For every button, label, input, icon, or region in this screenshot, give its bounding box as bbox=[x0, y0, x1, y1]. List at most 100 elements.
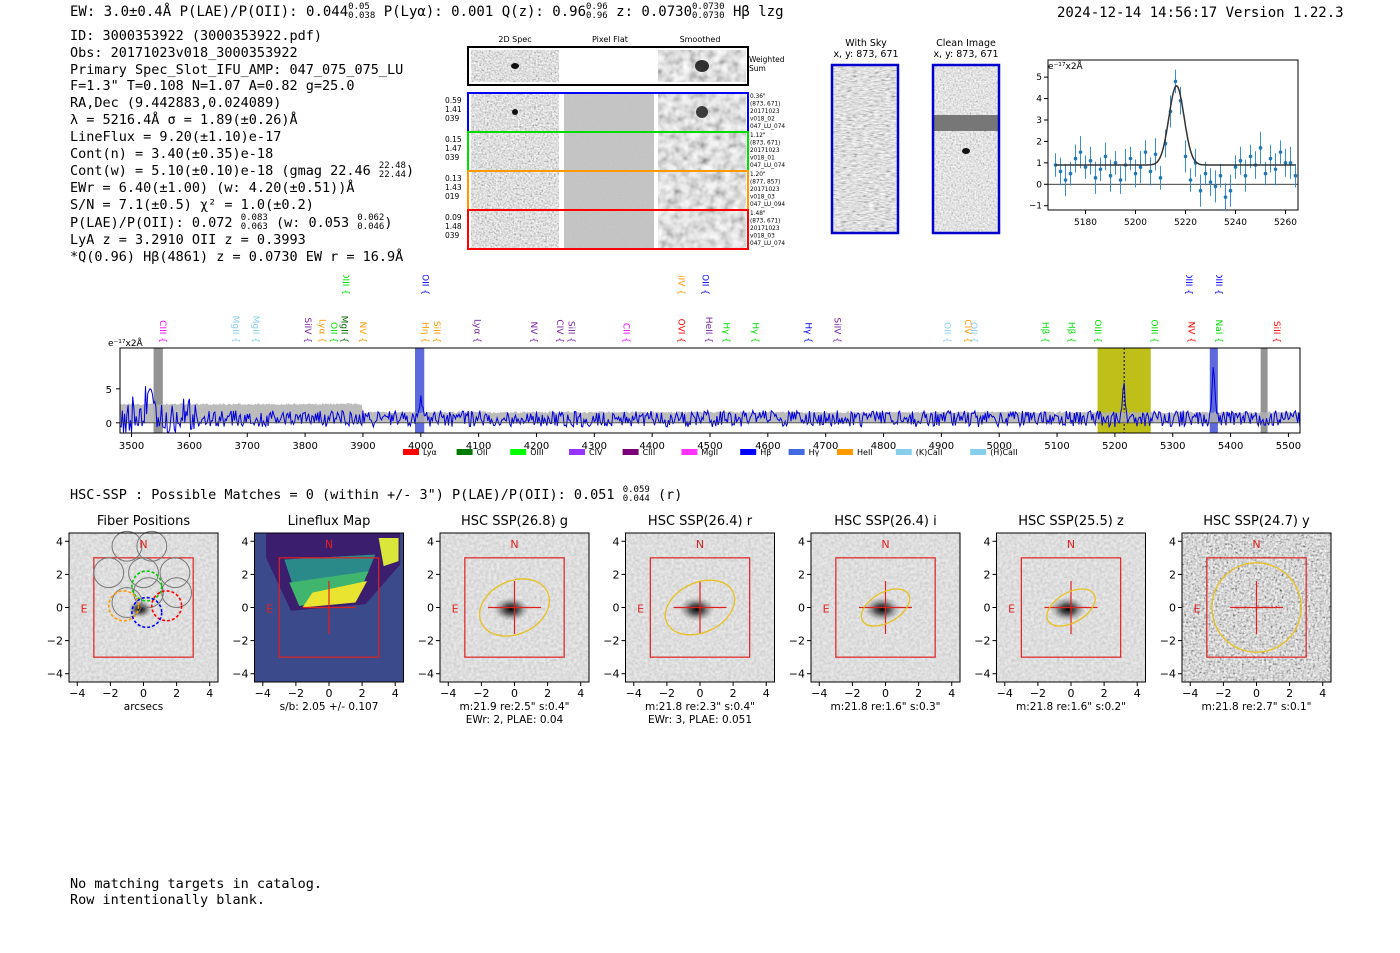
cutout-row-left-label: 039 bbox=[445, 153, 460, 162]
spec-xtick-label: 4100 bbox=[466, 441, 491, 452]
hsc-xtick-label: 2 bbox=[173, 687, 180, 700]
hsc-panel: HSC SSP(26.4) r N E −4 −4 −2 −2 0 0 2 2 4 4 m:21.8 re… bbox=[603, 514, 775, 726]
info-sn: S/N = 7.1(±0.5) χ² = 1.0(±0.2) bbox=[70, 197, 314, 214]
legend-swatch bbox=[569, 449, 585, 455]
cutout-row-left-label: 0.13 bbox=[445, 174, 462, 183]
source-blob bbox=[493, 597, 530, 622]
fit-data-point bbox=[1118, 178, 1123, 182]
fit-data-point bbox=[1133, 171, 1138, 176]
cutout-row-left-label: 039 bbox=[445, 231, 460, 240]
line-marker-label: NaI { bbox=[1213, 320, 1223, 344]
spec-xtick-label: 5400 bbox=[1218, 441, 1243, 452]
hsc-panel: Fiber Positions N E −4 −4 −2 −2 0 0 2 2 4 4 arcsecs bbox=[47, 514, 219, 713]
legend-swatch bbox=[681, 449, 698, 455]
legend-item: HeII bbox=[837, 448, 873, 457]
hsc-xtick-label: −2 bbox=[102, 687, 118, 700]
hsc-xtick-label: −2 bbox=[1215, 687, 1231, 700]
info-contn: Cont(n) = 3.40(±0.35)e-18 bbox=[70, 145, 274, 162]
line-marker-label: OII { bbox=[700, 275, 710, 295]
info-fparams: F=1.3" T=0.108 N=1.07 A=0.82 g=25.0 bbox=[70, 78, 355, 95]
line-marker-label: CIII { bbox=[157, 320, 167, 343]
hsc-panel-title: HSC SSP(26.4) r bbox=[648, 514, 753, 529]
fiber-circle bbox=[111, 587, 143, 618]
hsc-ytick-label: 4 bbox=[984, 535, 991, 548]
fit-data-point bbox=[1218, 173, 1223, 178]
hsc-ytick-label: −4 bbox=[974, 668, 990, 681]
hsc-ytick-label: 4 bbox=[56, 535, 63, 548]
legend-label: OIII bbox=[530, 448, 543, 457]
source-ellipse bbox=[860, 588, 911, 627]
fiber-circle bbox=[128, 557, 159, 589]
spec-xtick-label: 3700 bbox=[235, 441, 260, 452]
clean-image bbox=[931, 63, 1001, 235]
line-marker-label: Hγ { bbox=[803, 322, 813, 343]
z-bounds: 0.0730 0.0730 bbox=[692, 2, 725, 21]
north-label: N bbox=[881, 538, 889, 551]
line-marker-label: OIII { bbox=[340, 275, 350, 295]
fit-data-point bbox=[1153, 152, 1158, 157]
line-marker-label: CIV { bbox=[962, 319, 972, 343]
source-blob bbox=[864, 597, 901, 622]
spec-xtick-label: 4000 bbox=[408, 441, 433, 452]
lineflux-region bbox=[302, 581, 368, 608]
legend-label: (K)CaII bbox=[916, 448, 943, 457]
north-label: N bbox=[510, 538, 518, 551]
hsc-xtick-label: 2 bbox=[730, 687, 737, 700]
fit-data-point bbox=[1273, 167, 1278, 172]
fit-data-point bbox=[1083, 165, 1088, 169]
hsc-xtick-label: 2 bbox=[1286, 687, 1293, 700]
spec-xtick-label: 5200 bbox=[1102, 441, 1127, 452]
line-marker-label: OII { bbox=[420, 275, 430, 295]
fit-data-point bbox=[1293, 173, 1298, 178]
fit-data-point bbox=[1278, 150, 1283, 154]
cutout-row-right-label: v018_03 bbox=[750, 234, 775, 240]
legend-label: (H)CaII bbox=[990, 448, 1017, 457]
cutout-row-left-label: 0.09 bbox=[445, 213, 462, 222]
legend-label: Hγ bbox=[809, 448, 820, 457]
cutout-row-left-label: 0.59 bbox=[445, 96, 462, 105]
classification-tag: lzg bbox=[758, 4, 784, 20]
fit-ytick-label: 5 bbox=[1036, 73, 1042, 83]
hsc-xtick-label: 0 bbox=[882, 687, 889, 700]
hsc-xtick-label: 4 bbox=[763, 687, 770, 700]
source-blob bbox=[1049, 597, 1086, 622]
hsc-xtick-label: 0 bbox=[326, 687, 333, 700]
hsc-xtick-label: 4 bbox=[1319, 687, 1326, 700]
spec-xtick-label: 3600 bbox=[177, 441, 202, 452]
hsc-xtick-label: −2 bbox=[473, 687, 489, 700]
fiber-circle bbox=[111, 530, 143, 562]
clean-image-header: Clean Image x, y: 873, 671 bbox=[926, 38, 1006, 60]
hsc-xtick-label: 0 bbox=[1253, 687, 1260, 700]
east-label: E bbox=[1008, 602, 1015, 615]
fit-data-point bbox=[1138, 165, 1143, 169]
spec-xtick-label: 3900 bbox=[350, 441, 375, 452]
hsc-ytick-label: −4 bbox=[789, 668, 805, 681]
qz-bounds: 0.96 0.96 bbox=[586, 2, 608, 21]
hsc-xtick-label: −2 bbox=[1030, 687, 1046, 700]
cutout-row-right-label: 20171023 bbox=[750, 109, 780, 115]
info-ewr: EWr = 6.40(±1.00) (w: 4.20(±0.51))Å bbox=[70, 180, 355, 197]
svg-text:Sum: Sum bbox=[749, 64, 766, 73]
hsc-ytick-label: −2 bbox=[418, 635, 434, 648]
hsc-ytick-label: 0 bbox=[56, 602, 63, 615]
highlight-region bbox=[415, 348, 425, 433]
north-label: N bbox=[139, 538, 147, 551]
hsc-panel-title: HSC SSP(24.7) y bbox=[1203, 514, 1310, 529]
header-summary: EW: 3.0±0.4Å P(LAE)/P(OII): 0.044 0.05 0.0… bbox=[70, 3, 784, 21]
north-label: N bbox=[696, 538, 704, 551]
fit-data-point bbox=[1143, 150, 1148, 154]
with-sky-title: With Sky bbox=[845, 38, 887, 49]
cutout-row-right-label: (873, 671) bbox=[750, 219, 780, 225]
fit-data-point bbox=[1258, 146, 1263, 150]
gaussian-fit-curve bbox=[1055, 84, 1296, 166]
line-marker-label: HeII { bbox=[703, 317, 713, 343]
info-lambda: λ = 5216.4Å σ = 1.89(±0.26)Å bbox=[70, 111, 298, 128]
cutout-row-right-label: (873, 671) bbox=[750, 141, 780, 147]
cutout-row-left-label: 0.15 bbox=[445, 135, 462, 144]
fiber-circle-highlight bbox=[131, 570, 163, 602]
fiber-circle bbox=[136, 530, 168, 562]
legend-label: CIII bbox=[643, 448, 656, 457]
east-label: E bbox=[81, 602, 88, 615]
legend-label: CIV bbox=[589, 448, 603, 457]
